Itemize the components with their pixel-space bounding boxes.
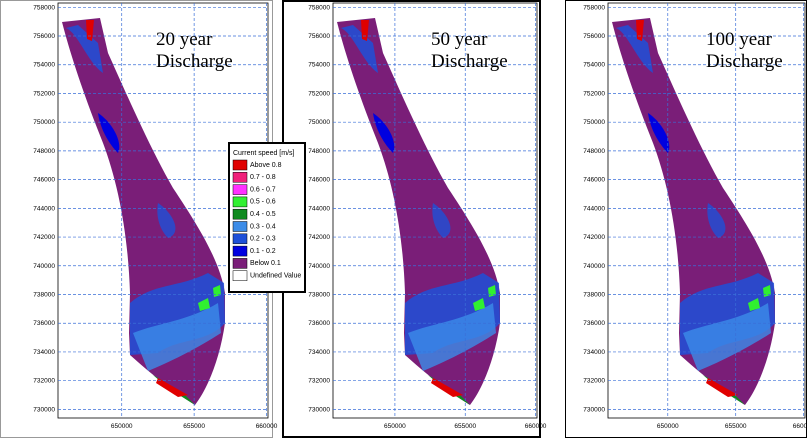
y-tick-label: 738000: [308, 292, 330, 299]
legend-swatch: [233, 246, 247, 256]
y-tick-label: 730000: [308, 406, 330, 413]
panel-title: 100 year: [706, 29, 773, 50]
legend-swatch: [233, 160, 247, 170]
legend-label: 0.1 - 0.2: [250, 248, 276, 255]
panels: 730000 732000 734000 736000 738000 740000 7420…: [33, 3, 807, 430]
y-tick-label: 758000: [308, 4, 330, 11]
y-tick-label: 740000: [583, 263, 605, 270]
y-tick-label: 742000: [583, 234, 605, 241]
y-tick-label: 742000: [33, 234, 55, 241]
y-tick-label: 756000: [583, 33, 605, 40]
y-tick-label: 750000: [33, 119, 55, 126]
x-tick-label: 650000: [384, 423, 406, 430]
y-tick-label: 732000: [308, 378, 330, 385]
x-tick-label: 655000: [183, 423, 205, 430]
figure: 730000 732000 734000 736000 738000 740000 7420…: [0, 0, 807, 438]
y-tick-label: 750000: [308, 119, 330, 126]
legend-swatch: [233, 234, 247, 244]
y-tick-label: 730000: [583, 406, 605, 413]
y-tick-label: 748000: [583, 148, 605, 155]
legend-swatch: [233, 222, 247, 232]
y-tick-label: 748000: [33, 148, 55, 155]
y-tick-label: 748000: [308, 148, 330, 155]
legend-swatch: [233, 258, 247, 268]
y-tick-label: 756000: [33, 33, 55, 40]
y-tick-label: 740000: [33, 263, 55, 270]
y-tick-label: 734000: [308, 349, 330, 356]
y-tick-label: 736000: [33, 320, 55, 327]
y-tick-label: 738000: [583, 292, 605, 299]
y-tick-label: 730000: [33, 406, 55, 413]
y-tick-label: 754000: [583, 62, 605, 69]
panel-title: Discharge: [156, 51, 233, 72]
legend-swatch: [233, 185, 247, 195]
y-tick-label: 744000: [308, 205, 330, 212]
legend-label: Below 0.1: [250, 260, 281, 267]
panel-title: 50 year: [431, 29, 488, 50]
x-tick-label: 660000: [525, 423, 547, 430]
legend-label: 0.4 - 0.5: [250, 211, 276, 218]
legend-label: 0.5 - 0.6: [250, 199, 276, 206]
y-tick-label: 750000: [583, 119, 605, 126]
y-tick-label: 758000: [33, 4, 55, 11]
panel-title: Discharge: [431, 51, 508, 72]
x-tick-label: 655000: [725, 423, 747, 430]
y-tick-label: 734000: [583, 349, 605, 356]
panel-title: 20 year: [156, 29, 213, 50]
y-tick-label: 754000: [308, 62, 330, 69]
x-tick-label: 655000: [454, 423, 476, 430]
y-tick-label: 758000: [583, 4, 605, 11]
y-tick-label: 744000: [33, 205, 55, 212]
y-tick-label: 736000: [583, 320, 605, 327]
y-tick-label: 742000: [308, 234, 330, 241]
legend-swatch: [233, 172, 247, 182]
y-tick-label: 746000: [308, 177, 330, 184]
y-tick-label: 744000: [583, 205, 605, 212]
y-tick-label: 734000: [33, 349, 55, 356]
legend-label: Above 0.8: [250, 162, 282, 169]
y-tick-label: 754000: [33, 62, 55, 69]
legend-swatch: [233, 197, 247, 207]
legend-swatch: [233, 271, 247, 281]
legend: Current speed [m/s] Above 0.8 0.7 - 0.8 0.6…: [229, 143, 305, 292]
y-tick-label: 736000: [308, 320, 330, 327]
legend-label: 0.3 - 0.4: [250, 223, 276, 230]
legend-swatch: [233, 209, 247, 219]
y-tick-label: 756000: [308, 33, 330, 40]
legend-label: 0.6 - 0.7: [250, 186, 276, 193]
y-tick-label: 740000: [308, 263, 330, 270]
y-tick-label: 732000: [583, 378, 605, 385]
x-tick-label: 650000: [657, 423, 679, 430]
map-panel: 730000 732000 734000 736000 738000 740000 7420…: [308, 3, 547, 430]
legend-label: Undefined Value: [250, 273, 301, 280]
x-tick-label: 650000: [111, 423, 133, 430]
y-tick-label: 732000: [33, 378, 55, 385]
x-tick-label: 660000: [793, 423, 807, 430]
y-tick-label: 738000: [33, 292, 55, 299]
legend-label: 0.2 - 0.3: [250, 236, 276, 243]
legend-title: Current speed [m/s]: [233, 150, 295, 157]
y-tick-label: 752000: [33, 90, 55, 97]
x-tick-label: 660000: [256, 423, 278, 430]
y-tick-label: 752000: [583, 90, 605, 97]
y-tick-label: 746000: [33, 177, 55, 184]
y-tick-label: 752000: [308, 90, 330, 97]
panel-title: Discharge: [706, 51, 783, 72]
map-panel: 730000 732000 734000 736000 738000 740000 7420…: [583, 3, 807, 430]
y-tick-label: 746000: [583, 177, 605, 184]
legend-label: 0.7 - 0.8: [250, 174, 276, 181]
